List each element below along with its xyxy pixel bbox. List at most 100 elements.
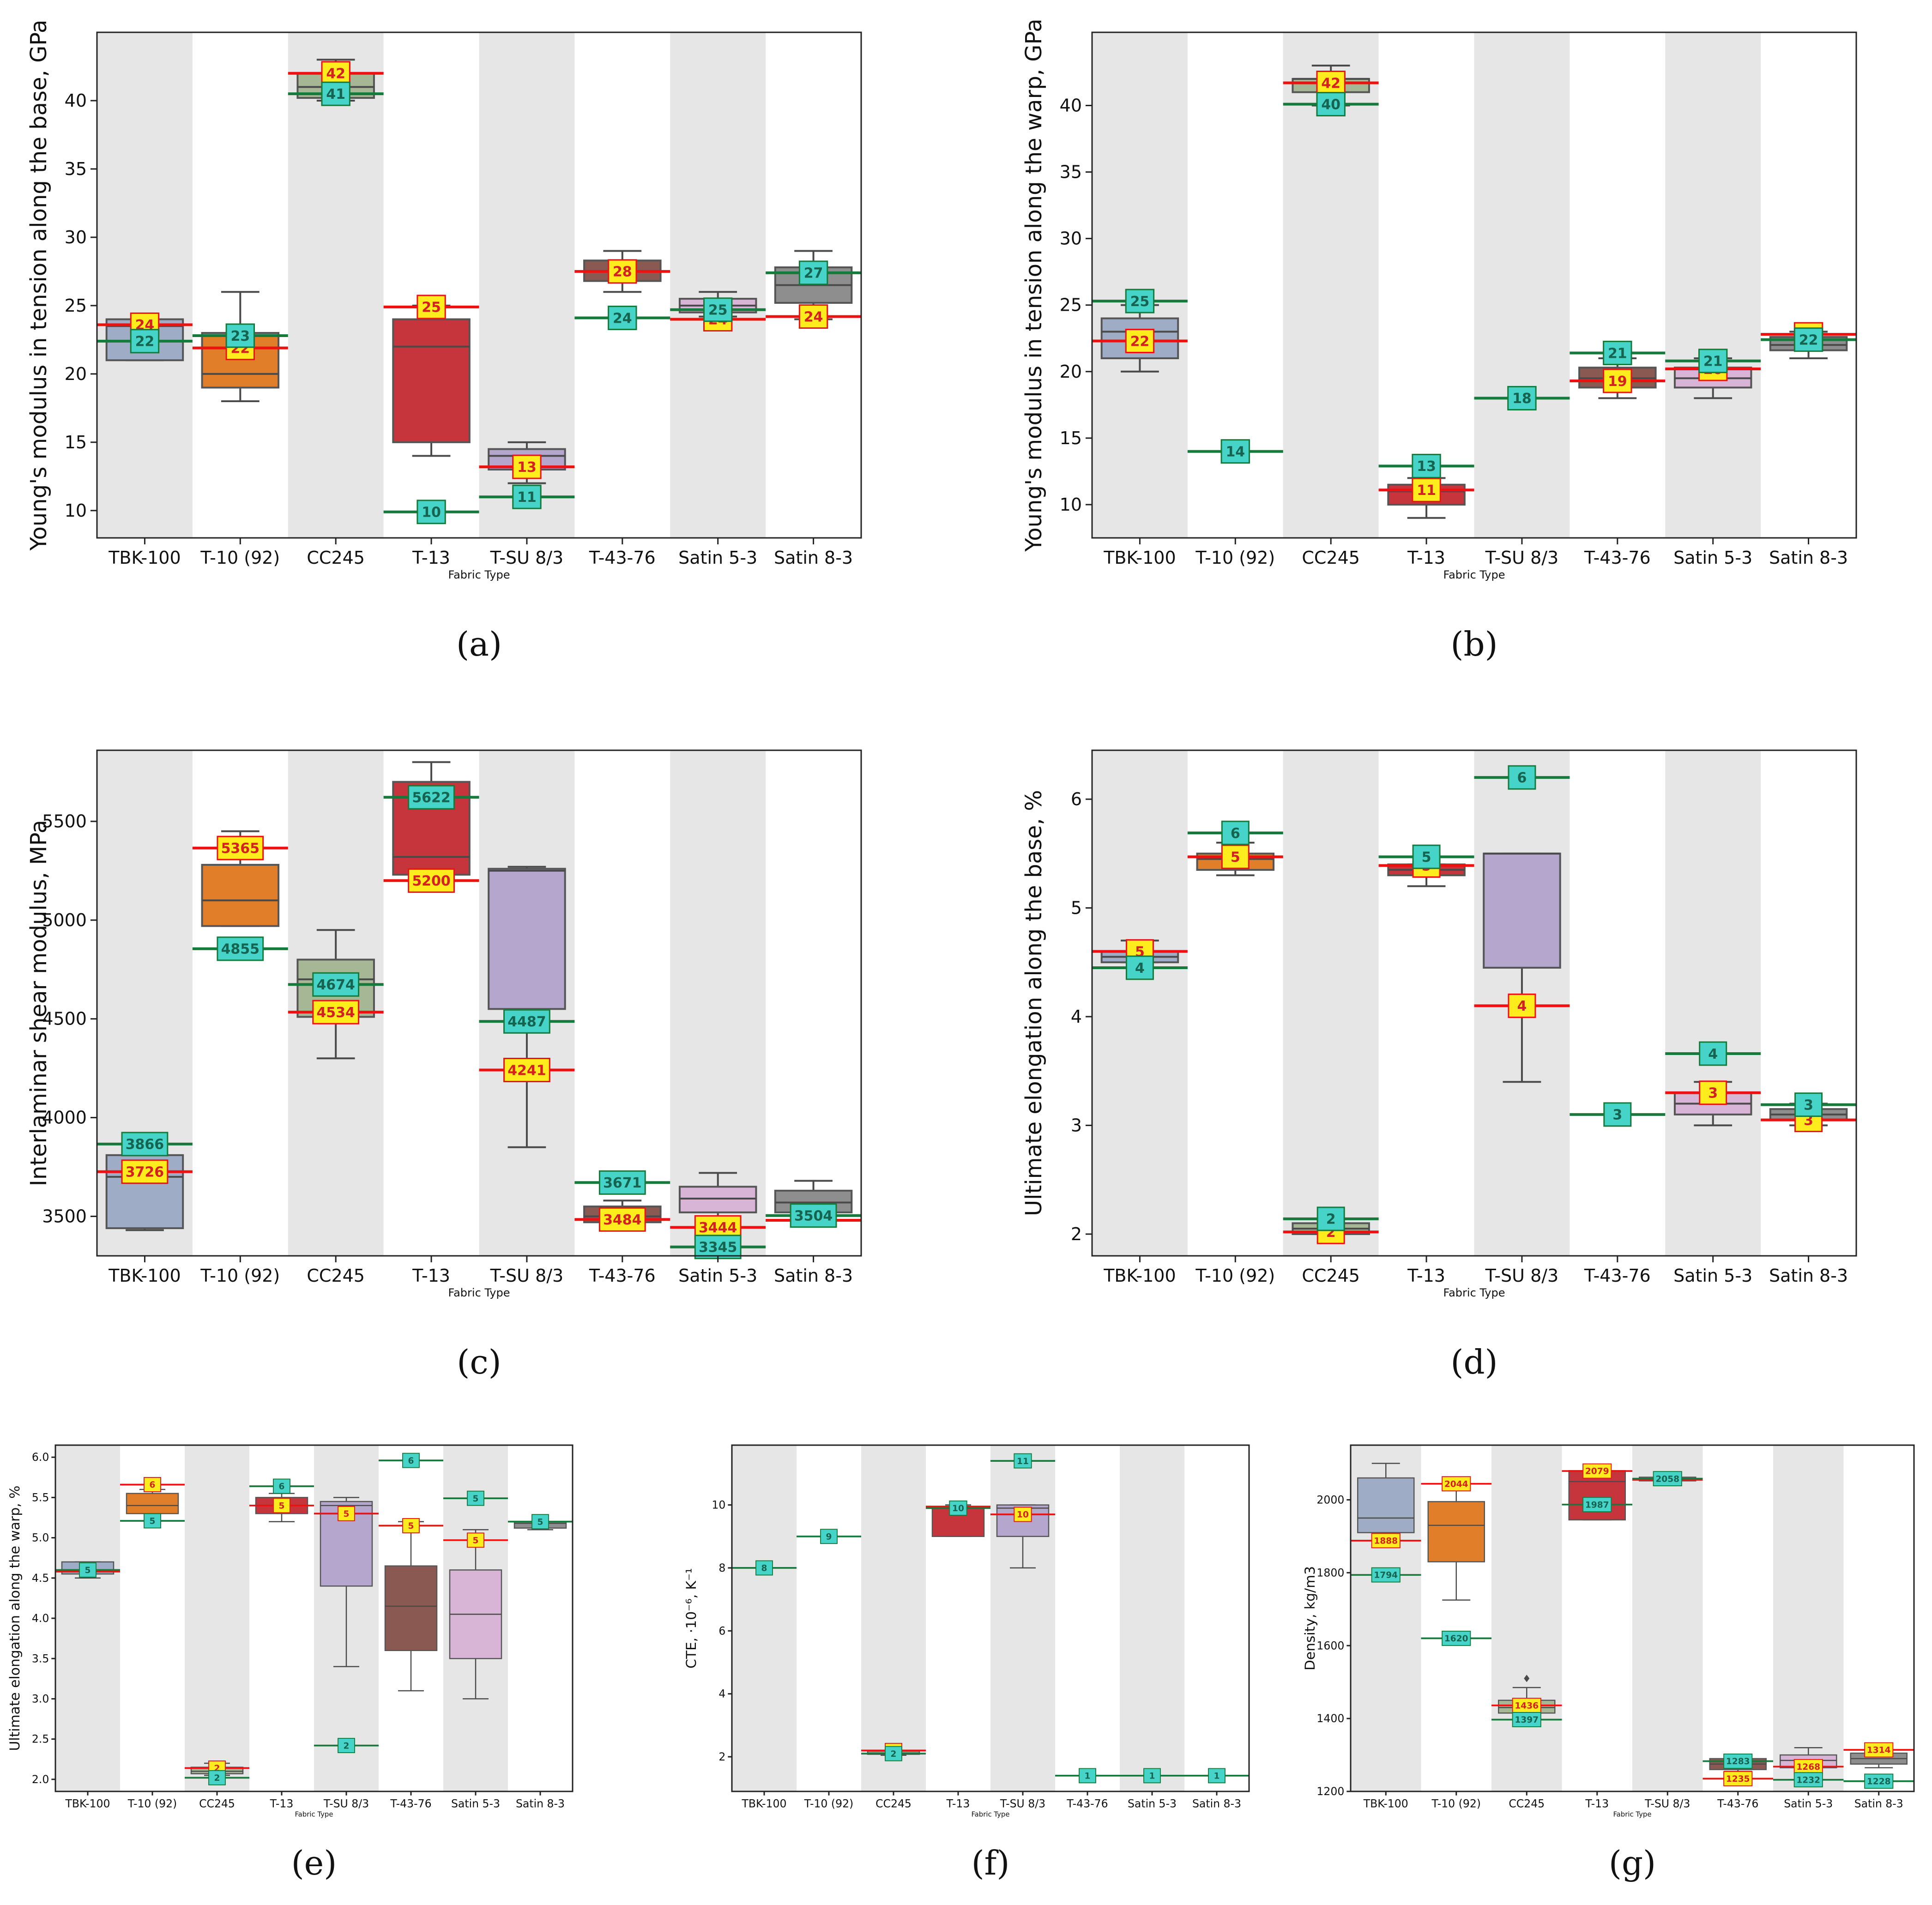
mean-red-value-label: 2079: [1585, 1467, 1609, 1477]
mean-red-value-box: [1371, 1533, 1401, 1549]
mean-red-value-box: [512, 454, 542, 479]
y-tick-label: 10: [1060, 494, 1082, 515]
y-tick-label: 15: [65, 432, 87, 452]
mean-red-value-label: 5: [279, 1501, 285, 1511]
reference-green-value-label: 10: [952, 1504, 964, 1513]
x-axis-label: Fabric Type: [971, 1810, 1009, 1819]
mean-red-value-box: [121, 1159, 169, 1184]
mean-red-value-box: [1125, 329, 1155, 354]
mean-red-value-box: [1699, 1080, 1727, 1105]
reference-green-value-box: [312, 972, 360, 997]
y-tick-label: 6.0: [32, 1451, 49, 1464]
x-tick-label: T-10 (92): [1195, 548, 1275, 568]
box-outlier-marker: [1524, 1675, 1530, 1682]
category-band: [97, 32, 193, 538]
x-tick-label: Satin 5-3: [1128, 1797, 1177, 1810]
mean-red-value-label: 2044: [1444, 1479, 1468, 1489]
x-axis-label: Fabric Type: [1613, 1810, 1651, 1819]
reference-green-value-label: 11: [1017, 1457, 1029, 1466]
x-tick-label: T-10 (92): [804, 1797, 854, 1810]
reference-green-value-box: [598, 1170, 646, 1195]
mean-red-value-label: 28: [613, 264, 632, 280]
category-band: [861, 1445, 926, 1791]
reference-green-value-box: [1653, 1471, 1682, 1487]
x-tick-label: T-13: [270, 1797, 294, 1810]
x-tick-label: T-43-76: [1717, 1797, 1758, 1810]
mean-red-value-label: 13: [517, 459, 537, 476]
y-tick-label: 40: [65, 90, 87, 111]
reference-green-value-box: [321, 81, 350, 106]
category-band: [1092, 32, 1188, 538]
x-tick-label: T-13: [412, 548, 450, 568]
category-band: [1491, 1445, 1562, 1791]
panel-letter: (e): [291, 1844, 337, 1882]
y-tick-label: 15: [1060, 428, 1082, 448]
mean-red-value-label: 5200: [412, 873, 451, 889]
y-tick-label: 1600: [1316, 1639, 1344, 1652]
mean-red-value-label: 4: [1517, 998, 1527, 1014]
y-axis-label: Density, kg/m3: [1302, 1566, 1318, 1670]
panel-letter: (f): [972, 1844, 1010, 1882]
reference-green-value-label: 5: [150, 1517, 156, 1526]
y-tick-label: 10: [712, 1499, 725, 1512]
reference-green-value-box: [144, 1513, 161, 1529]
x-tick-label: TBK-100: [1363, 1797, 1408, 1810]
plot-frame: [1350, 1444, 1915, 1792]
mean-red-value-box: [417, 295, 446, 320]
reference-green-value-label: 3345: [699, 1240, 737, 1256]
y-tick-label: 4.0: [32, 1612, 49, 1625]
reference-green-value-label: 1620: [1444, 1634, 1468, 1644]
reference-green-value-label: 3504: [794, 1208, 833, 1224]
reference-green-value-label: 5622: [412, 790, 451, 806]
y-tick-label: 25: [65, 295, 87, 316]
reference-green-value-label: 5: [1422, 850, 1431, 866]
reference-green-value-box: [1507, 386, 1537, 410]
x-tick-label: Satin 5-3: [1784, 1797, 1833, 1810]
y-axis-label: CTE, ·10⁻⁶, K⁻¹: [683, 1568, 700, 1669]
reference-green-value-box: [1603, 340, 1632, 365]
reference-green-value-label: 27: [804, 265, 823, 282]
reference-green-value-label: 24: [613, 310, 632, 326]
y-axis-label: Young's modulus in tension along the war…: [1021, 18, 1047, 552]
reference-green-value-box: [1143, 1768, 1161, 1784]
reference-green-value-box: [790, 1203, 837, 1228]
reference-green-value-label: 2: [344, 1741, 350, 1751]
x-tick-label: Satin 5-3: [1673, 548, 1752, 568]
box-T-10 (92): [201, 864, 280, 927]
y-tick-label: 35: [65, 159, 87, 179]
chart-panel-2: 2242111920232514401318212122101520253035…: [1021, 18, 1857, 663]
reference-green-value-box: [1442, 1630, 1471, 1646]
reference-green-value-label: 2: [891, 1749, 897, 1759]
category-band: [1773, 1445, 1844, 1791]
reference-green-value-box: [694, 1235, 742, 1260]
x-tick-label: T-43-76: [1584, 548, 1651, 568]
x-axis-label: Fabric Type: [448, 568, 510, 581]
x-tick-label: Satin 5-3: [678, 1266, 757, 1286]
y-tick-label: 5: [1071, 898, 1082, 918]
category-band: [55, 1445, 120, 1791]
mean-red-value-box: [312, 1000, 360, 1025]
reference-green-value-box: [1221, 820, 1250, 845]
mean-red-value-box: [1316, 71, 1346, 95]
mean-red-value-box: [608, 259, 637, 284]
mean-red-value-label: 1268: [1796, 1762, 1820, 1772]
category-band: [1665, 32, 1761, 538]
x-tick-label: T-13: [412, 1266, 450, 1286]
reference-green-value-box: [1698, 349, 1728, 374]
reference-green-value-box: [1412, 844, 1441, 869]
x-tick-label: CC245: [199, 1797, 235, 1810]
category-band: [1120, 1445, 1184, 1791]
reference-green-value-box: [755, 1560, 773, 1576]
mean-red-value-label: 42: [1321, 75, 1340, 91]
panel-letter: (d): [1450, 1343, 1497, 1381]
reference-green-value-box: [949, 1500, 967, 1516]
x-tick-label: TBK-100: [1103, 548, 1176, 568]
reference-green-value-box: [1508, 765, 1536, 790]
reference-green-value-label: 22: [1799, 332, 1818, 348]
x-tick-label: Satin 8-3: [1769, 1266, 1848, 1286]
x-tick-label: TBK-100: [108, 548, 181, 568]
box-T-10 (92): [1427, 1501, 1485, 1562]
reference-green-value-box: [1723, 1754, 1753, 1769]
reference-green-value-label: 1283: [1726, 1757, 1750, 1766]
